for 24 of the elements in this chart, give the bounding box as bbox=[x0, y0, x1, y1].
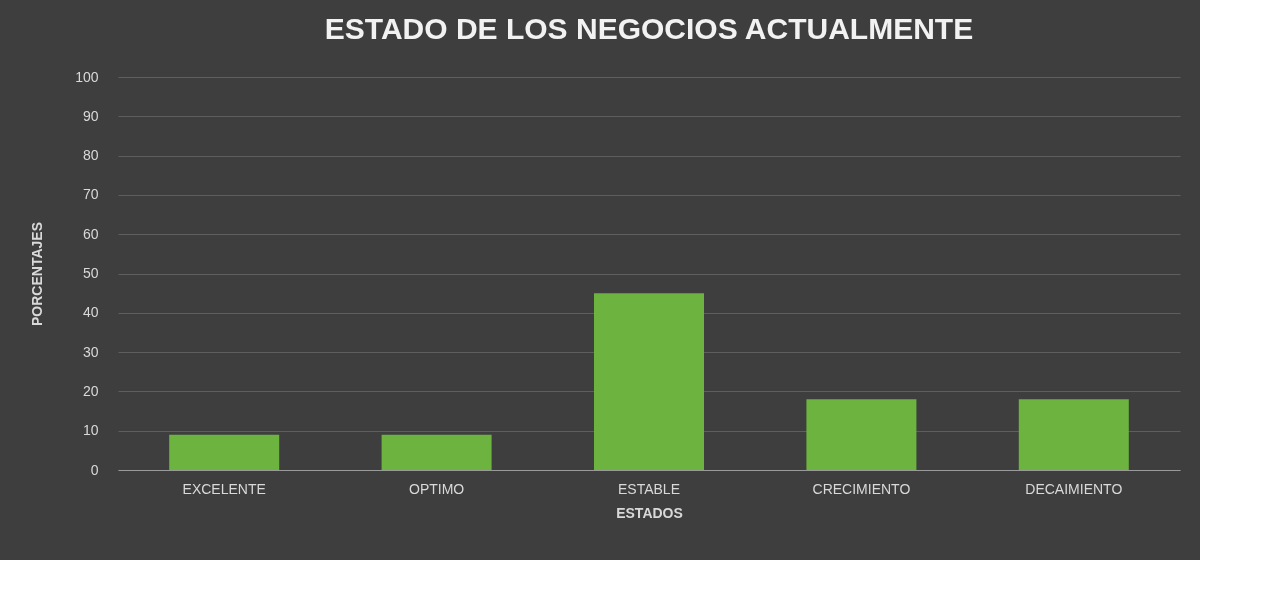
y-tick-label: 90 bbox=[82, 107, 99, 124]
y-tick-label: 60 bbox=[82, 225, 99, 242]
y-tick-label: 30 bbox=[82, 343, 99, 360]
y-tick-label: 20 bbox=[82, 382, 99, 399]
x-tick-label: DECAIMIENTO bbox=[1025, 480, 1123, 497]
bar bbox=[806, 399, 917, 470]
bar bbox=[594, 293, 704, 470]
bar bbox=[1018, 399, 1129, 470]
y-tick-label: 0 bbox=[90, 461, 99, 478]
x-tick-label: OPTIMO bbox=[408, 480, 465, 497]
y-tick-label: 70 bbox=[82, 186, 99, 203]
x-tick-label: ESTABLE bbox=[618, 480, 680, 497]
bar bbox=[381, 434, 492, 470]
x-tick-label: EXCELENTE bbox=[182, 480, 266, 497]
y-tick-label: 100 bbox=[75, 68, 99, 85]
y-tick-label: 80 bbox=[82, 147, 99, 164]
y-axis-title: PORCENTAJES bbox=[29, 222, 46, 326]
y-tick-label: 50 bbox=[82, 265, 99, 281]
y-tick-label: 10 bbox=[82, 422, 99, 439]
y-tick-label: 40 bbox=[82, 304, 99, 321]
bar bbox=[169, 434, 280, 470]
chart-title: ESTADO DE LOS NEGOCIOS ACTUALMENTE bbox=[324, 12, 974, 45]
x-tick-label: CRECIMIENTO bbox=[812, 480, 911, 497]
x-axis-title: ESTADOS bbox=[616, 504, 683, 521]
